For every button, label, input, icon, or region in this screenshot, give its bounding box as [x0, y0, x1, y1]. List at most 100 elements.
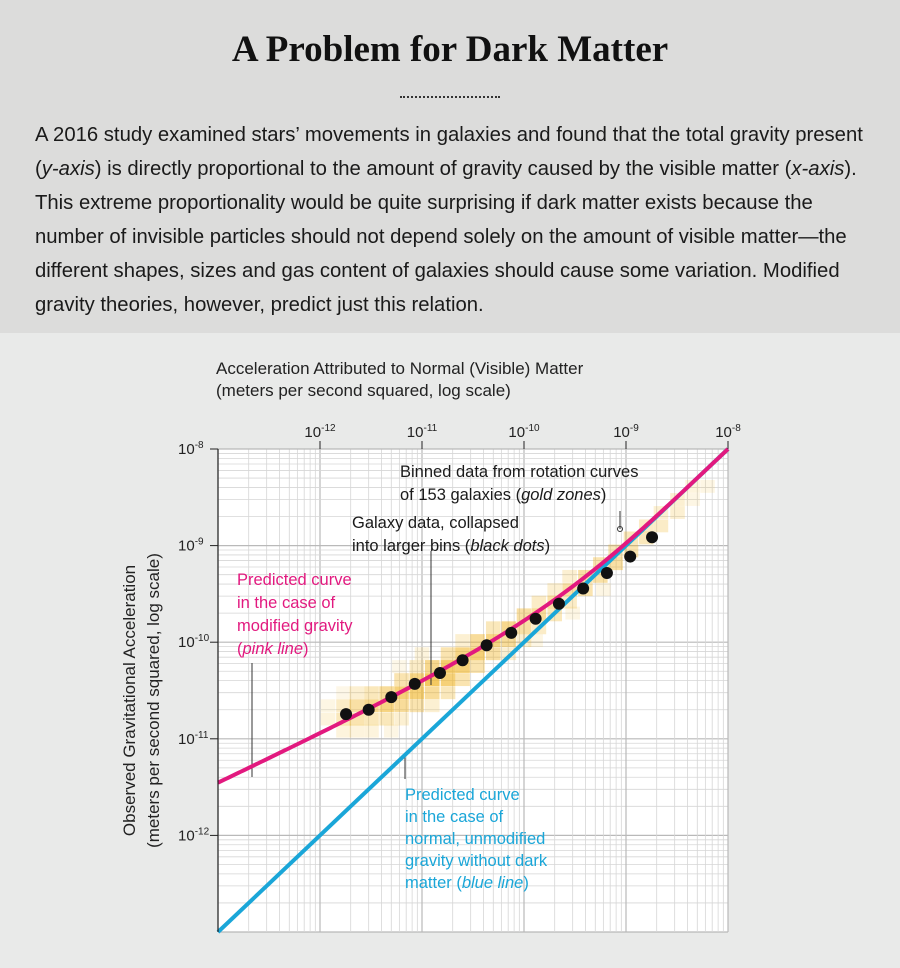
pink-annotation-run: ): [303, 640, 309, 658]
title-divider: [400, 96, 500, 98]
heatmap-cell: [562, 569, 577, 583]
x-tick-label: 10-9: [613, 423, 639, 441]
heatmap-cell: [349, 724, 365, 738]
pink-annotation-run: in the case of: [237, 594, 336, 612]
description-run: ) is directly proportional to the amount…: [94, 158, 792, 180]
pink-annotation-run: modified gravity: [237, 617, 353, 635]
blue-annotation-run: blue line: [462, 874, 523, 892]
blue-annotation: Predicted curve in the case of normal, unm…: [405, 786, 548, 892]
blue-annotation-run: gravity without dark: [405, 852, 548, 870]
heatmap-cell: [384, 724, 399, 738]
heatmap-cell: [653, 519, 669, 533]
heatmap-cell: [349, 699, 365, 713]
black-dot: [408, 677, 421, 690]
heatmap-cell: [394, 673, 409, 687]
description-run: A 2016 study examined stars’ movements i…: [35, 124, 863, 180]
heatmap-cell: [394, 699, 409, 713]
heatmap-cell: [531, 595, 547, 609]
dots-annotation-run: ): [545, 537, 551, 555]
heatmap-cell: [392, 660, 407, 673]
black-dot: [646, 531, 659, 544]
pink-annotation-run: pink line: [242, 640, 304, 658]
gold-annotation-run: ): [601, 486, 607, 504]
blue-annotation-run: normal, unmodified: [405, 830, 545, 848]
black-dot: [505, 626, 518, 639]
blue-annotation-run: Predicted curve: [405, 786, 520, 804]
blue-annotation-run: matter (: [405, 874, 462, 892]
heatmap-cell: [336, 686, 351, 700]
black-dot: [340, 708, 353, 721]
heatmap-cell: [486, 621, 501, 635]
y-axis-title: Observed Gravitational Acceleration (mete…: [120, 553, 163, 848]
x-axis-subtitle-line: (meters per second squared, log scale): [216, 381, 511, 400]
blue-annotation-run: in the case of: [405, 808, 504, 826]
pink-annotation: Predicted curve in the case of modified gr…: [237, 571, 353, 658]
black-dot: [624, 550, 637, 563]
dots-annotation-run: black dots: [470, 537, 544, 555]
heatmap-cell: [685, 493, 700, 506]
y-tick-label: 10-12: [178, 826, 210, 844]
dots-annotation-run: into larger bins (: [352, 537, 471, 555]
chart-area: Acceleration Attributed to Normal (Visib…: [0, 333, 900, 968]
heatmap-cell: [424, 699, 440, 713]
y-tick-label: 10-8: [178, 440, 204, 458]
description-emphasis: y-axis: [41, 158, 95, 180]
heatmap-cell: [440, 686, 456, 700]
header-panel: A Problem for Dark Matter A 2016 study e…: [0, 0, 900, 333]
black-dot: [480, 639, 493, 652]
gold-annotation-run: of 153 galaxies (: [400, 486, 522, 504]
heatmap-cell: [320, 712, 336, 726]
black-dot: [600, 567, 613, 580]
heatmap-cell: [470, 660, 485, 673]
x-axis-title: Acceleration Attributed to Normal (Visib…: [216, 358, 583, 402]
heatmap-cell: [547, 583, 562, 597]
black-dot: [552, 597, 565, 610]
pink-line-modified-gravity: [217, 447, 730, 785]
description-emphasis: x-axis: [791, 158, 845, 180]
y-axis-title-line: Observed Gravitational Acceleration: [120, 565, 139, 836]
black-dot: [362, 703, 375, 716]
gold-annotation-run: Binned data from rotation curves: [400, 463, 638, 481]
heatmap-cell: [364, 712, 379, 726]
x-tick-label: 10-12: [304, 423, 336, 441]
black-dot: [529, 612, 542, 625]
dots-annotation-run: Galaxy data, collapsed: [352, 514, 519, 532]
gold-leader-end: [617, 526, 623, 532]
description-text: A 2016 study examined stars’ movements i…: [35, 118, 875, 322]
x-axis-title-line: Acceleration Attributed to Normal (Visib…: [216, 359, 584, 378]
heatmap-cell: [364, 686, 379, 700]
heatmap-cell: [424, 686, 440, 700]
black-dot: [385, 691, 398, 704]
heatmap-cell: [670, 506, 685, 519]
heatmap-cell: [349, 686, 365, 700]
heatmap-cell: [394, 712, 409, 726]
description-run: ). This extreme proportionality would be…: [35, 158, 857, 316]
heatmap-cell: [486, 647, 501, 661]
y-tick-label: 10-10: [178, 633, 210, 651]
pink-annotation-run: (: [237, 640, 243, 658]
heatmap-cell: [565, 606, 580, 620]
gold-annotation: Binned data from rotation curves of 153 g…: [400, 463, 638, 504]
black-dot: [433, 666, 446, 679]
page-title: A Problem for Dark Matter: [231, 29, 669, 70]
pink-annotation-run: Predicted curve: [237, 571, 352, 589]
heatmap-cell: [364, 724, 379, 738]
heatmap-cell: [409, 699, 425, 713]
heatmap-cell: [320, 699, 336, 713]
heatmap-cell: [414, 647, 430, 661]
heatmap-cell: [700, 479, 715, 493]
gold-annotation-run: gold zones: [521, 486, 601, 504]
heatmap-cell: [562, 595, 577, 609]
dots-annotation: Galaxy data, collapsed into larger bins (…: [352, 514, 550, 555]
black-dot: [456, 654, 469, 667]
heatmap-cell: [455, 673, 470, 687]
y-tick-label: 10-9: [178, 537, 204, 555]
x-tick-label: 10-8: [715, 423, 741, 441]
y-tick-label: 10-11: [178, 730, 209, 748]
heatmap-cell: [596, 583, 611, 597]
heatmap-cell: [409, 660, 425, 673]
x-tick-label: 10-11: [407, 423, 438, 441]
heatmap-cell: [440, 647, 456, 661]
heatmap-cell: [336, 724, 351, 738]
x-tick-label: 10-10: [508, 423, 540, 441]
